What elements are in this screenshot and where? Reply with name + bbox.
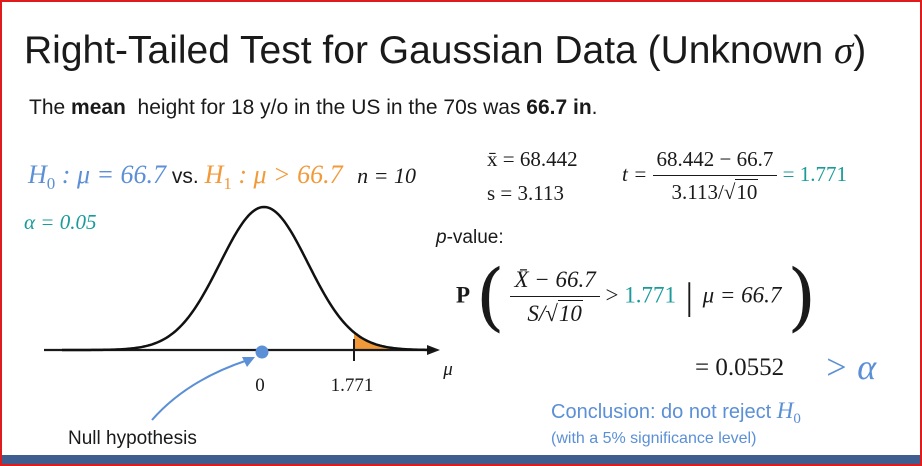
t-fraction: 68.442 − 66.7 3.113/√10 bbox=[652, 147, 778, 205]
t-denominator: 3.113/√10 bbox=[671, 179, 759, 204]
t-lhs: t = bbox=[622, 161, 648, 186]
title-close: ) bbox=[853, 29, 867, 72]
vs-text: vs. bbox=[166, 165, 205, 188]
h0-letter: H bbox=[28, 160, 47, 189]
t-statistic: t = 68.442 − 66.7 3.113/√10 = 1.771 bbox=[622, 147, 847, 205]
bottom-bar bbox=[2, 455, 920, 464]
slide-title: Right-Tailed Test for Gaussian Data (Unk… bbox=[24, 28, 866, 73]
zero-tick-label: 0 bbox=[255, 375, 265, 396]
bell-curve bbox=[62, 205, 435, 352]
subtitle: The mean height for 18 y/o in the US in … bbox=[29, 96, 598, 120]
given-bar: | bbox=[676, 276, 703, 318]
t-den-pre: 3.113/ bbox=[671, 180, 724, 204]
subtitle-pre: The bbox=[29, 96, 72, 119]
conclusion-sub: 0 bbox=[793, 411, 801, 427]
pvalue-equals: = 0.0552 bbox=[695, 354, 785, 381]
pvalue-denominator: S/√10 bbox=[527, 300, 583, 326]
pvalue-fraction: X̄ − 66.7 S/√10 bbox=[510, 267, 600, 327]
pvalue-compare: > α bbox=[824, 346, 876, 388]
axis-mu-label: μ bbox=[442, 359, 453, 380]
pvalue-den-pre: S/ bbox=[527, 301, 546, 326]
pvalue-label: p-value: bbox=[436, 227, 504, 249]
right-paren: ) bbox=[787, 254, 817, 340]
conclusion: Conclusion: do not reject H0 bbox=[551, 398, 801, 428]
t-numerator: 68.442 − 66.7 bbox=[652, 147, 778, 176]
h1-letter: H bbox=[204, 160, 224, 189]
compare-text: > α bbox=[824, 347, 877, 387]
t-den-sqrt: 10 bbox=[735, 179, 759, 204]
alpha-level: α = 0.05 bbox=[24, 210, 96, 235]
prob-symbol: P bbox=[456, 282, 471, 308]
sample-size: n = 10 bbox=[357, 163, 416, 188]
h1-sub: 1 bbox=[223, 174, 232, 194]
pvalue-condition: μ = 66.7 bbox=[702, 282, 782, 308]
subtitle-mid: height for 18 y/o in the US in the 70s w… bbox=[125, 96, 527, 119]
pvalue-tval: 1.771 bbox=[624, 282, 676, 308]
subtitle-end: . bbox=[591, 96, 598, 119]
conclusion-text: Conclusion: do not reject bbox=[551, 401, 777, 423]
pvalue-p: p bbox=[436, 227, 447, 248]
subtitle-bold-value: 66.7 in bbox=[526, 96, 592, 119]
h1-rest: : μ > 66.7 bbox=[231, 160, 343, 189]
hypotheses: H0 : μ = 66.7 vs. H1 : μ > 66.7 n = 10 bbox=[28, 160, 416, 194]
pvalue-expression: P ( X̄ − 66.7 S/√10 > 1.771 | μ = 66.7 ) bbox=[456, 260, 816, 334]
conclusion-h: H bbox=[776, 398, 794, 423]
left-paren: ( bbox=[475, 254, 505, 340]
h0-sub: 0 bbox=[46, 174, 56, 194]
alt-hypothesis: H1 : μ > 66.7 bbox=[204, 160, 343, 193]
null-hypothesis: H0 : μ = 66.7 bbox=[28, 160, 167, 193]
sample-mean: x̄ = 68.442 bbox=[487, 147, 578, 171]
rejection-tail-area bbox=[354, 332, 434, 350]
pvalue-rest: -value: bbox=[446, 227, 504, 248]
significance-text: (with a 5% significance level) bbox=[551, 430, 757, 447]
title-text: Right-Tailed Test for Gaussian Data (Unk… bbox=[24, 29, 834, 72]
null-label-text: Null hypothesis bbox=[68, 428, 197, 449]
pvalue-numerator: X̄ − 66.7 bbox=[510, 267, 600, 297]
critical-tick-label: 1.771 bbox=[331, 375, 374, 396]
pointer-arrow bbox=[151, 359, 249, 421]
pvalue-result: = 0.0552 bbox=[695, 354, 784, 382]
null-hypothesis-label: Null hypothesis bbox=[68, 428, 197, 450]
pvalue-gt: > bbox=[599, 282, 625, 308]
null-mean-dot bbox=[255, 345, 269, 359]
h0-rest: : μ = 66.7 bbox=[55, 160, 167, 189]
sample-stats: x̄ = 68.442 s = 3.113 bbox=[487, 142, 578, 210]
t-result: = 1.771 bbox=[782, 161, 847, 186]
sample-sd: s = 3.113 bbox=[487, 181, 564, 205]
pointer-arrowhead bbox=[242, 357, 255, 367]
title-sigma: σ bbox=[834, 29, 854, 72]
subtitle-bold-mean: mean bbox=[71, 96, 126, 119]
alpha-text: α = 0.05 bbox=[24, 210, 97, 234]
significance-note: (with a 5% significance level) bbox=[551, 430, 756, 448]
pvalue-den-sqrt: 10 bbox=[557, 300, 583, 326]
